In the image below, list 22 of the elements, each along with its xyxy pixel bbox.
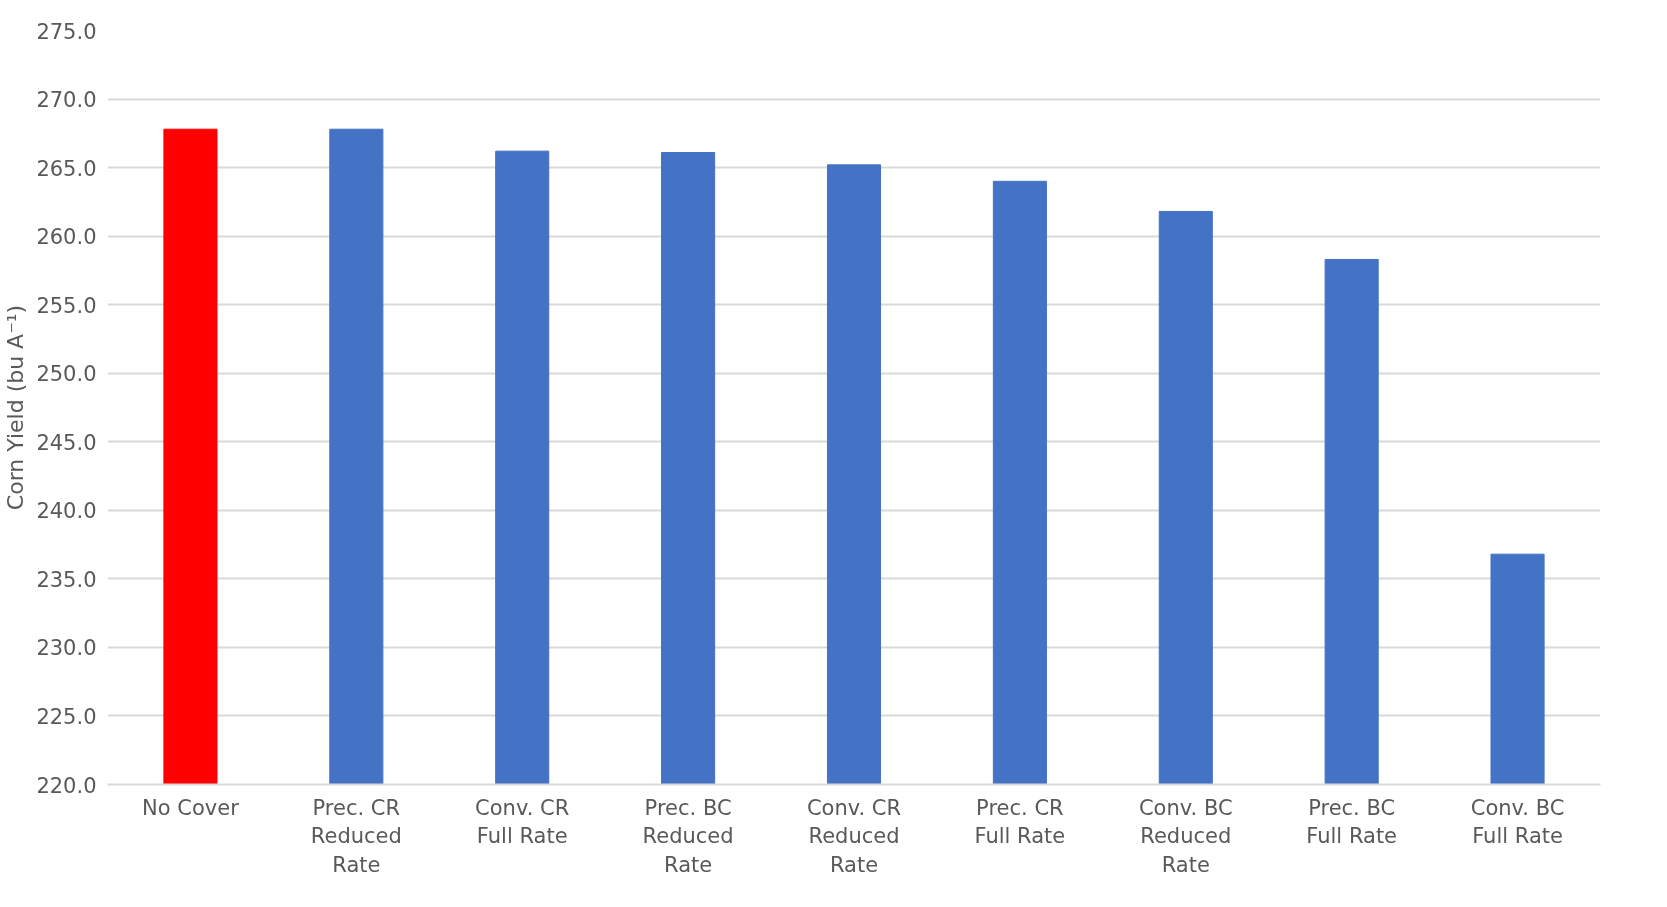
x-tick-label: Conv. CR Reduced Rate bbox=[806, 795, 902, 878]
y-axis-title: Corn Yield (bu A⁻¹) bbox=[3, 304, 29, 511]
x-tick-label: Prec. CR Full Rate bbox=[974, 795, 1066, 849]
y-tick-label: 245.0 bbox=[36, 430, 97, 455]
x-tick-label: Prec. BC Reduced Rate bbox=[642, 795, 734, 878]
y-tick-label: 220.0 bbox=[36, 773, 97, 798]
y-tick-label: 225.0 bbox=[36, 704, 97, 729]
y-tick-label: 275.0 bbox=[36, 19, 97, 44]
x-tick-label: No Cover bbox=[142, 795, 240, 820]
x-tick-label: Prec. CR Reduced Rate bbox=[310, 795, 402, 878]
y-tick-label: 230.0 bbox=[36, 636, 97, 661]
x-tick-label: Conv. CR Full Rate bbox=[475, 795, 570, 849]
y-tick-label: 235.0 bbox=[36, 567, 97, 592]
y-tick-label: 265.0 bbox=[36, 156, 97, 181]
y-tick-label: 250.0 bbox=[36, 362, 97, 387]
y-tick-label: 255.0 bbox=[36, 293, 97, 318]
x-tick-label: Conv. BC Reduced Rate bbox=[1138, 795, 1233, 878]
y-tick-label: 260.0 bbox=[36, 225, 97, 250]
x-tick-label: Conv. BC Full Rate bbox=[1470, 795, 1565, 849]
x-tick-label: Prec. BC Full Rate bbox=[1306, 795, 1398, 849]
y-tick-label: 270.0 bbox=[36, 88, 97, 113]
y-tick-label: 240.0 bbox=[36, 499, 97, 524]
